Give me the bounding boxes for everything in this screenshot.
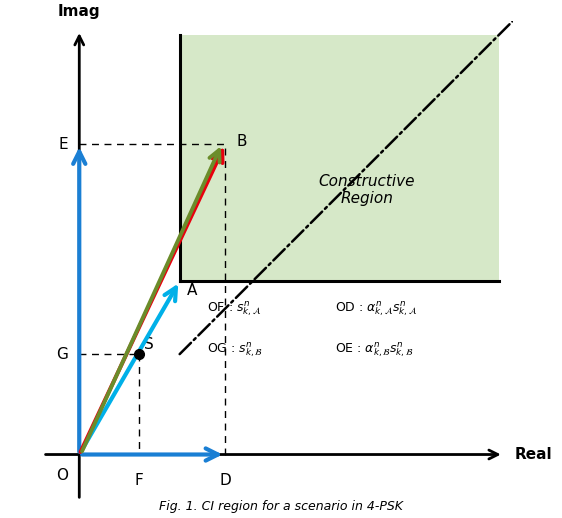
Text: OE : $\alpha^n_{k,\mathcal{B}} s^n_{k,\mathcal{B}}$: OE : $\alpha^n_{k,\mathcal{B}} s^n_{k,\m… bbox=[335, 340, 414, 359]
Text: Constructive
Region: Constructive Region bbox=[319, 174, 415, 206]
Text: O: O bbox=[56, 468, 68, 483]
Text: B: B bbox=[237, 135, 247, 149]
Text: G: G bbox=[56, 347, 68, 362]
Text: OD : $\alpha^n_{k,\mathcal{A}} s^n_{k,\mathcal{A}}$: OD : $\alpha^n_{k,\mathcal{A}} s^n_{k,\m… bbox=[335, 299, 417, 319]
Text: E: E bbox=[58, 137, 68, 152]
Text: F: F bbox=[134, 473, 143, 488]
Text: S: S bbox=[144, 337, 154, 352]
Text: Fig. 1. CI region for a scenario in 4-PSK: Fig. 1. CI region for a scenario in 4-PS… bbox=[159, 500, 403, 513]
Text: Imag: Imag bbox=[58, 4, 101, 19]
Text: OF : $s^n_{k,\mathcal{A}}$: OF : $s^n_{k,\mathcal{A}}$ bbox=[207, 299, 261, 319]
Text: D: D bbox=[219, 473, 231, 488]
Text: Real: Real bbox=[515, 447, 552, 462]
Polygon shape bbox=[180, 35, 499, 281]
Text: OG : $s^n_{k,\mathcal{B}}$: OG : $s^n_{k,\mathcal{B}}$ bbox=[207, 340, 263, 359]
Text: A: A bbox=[187, 283, 197, 298]
